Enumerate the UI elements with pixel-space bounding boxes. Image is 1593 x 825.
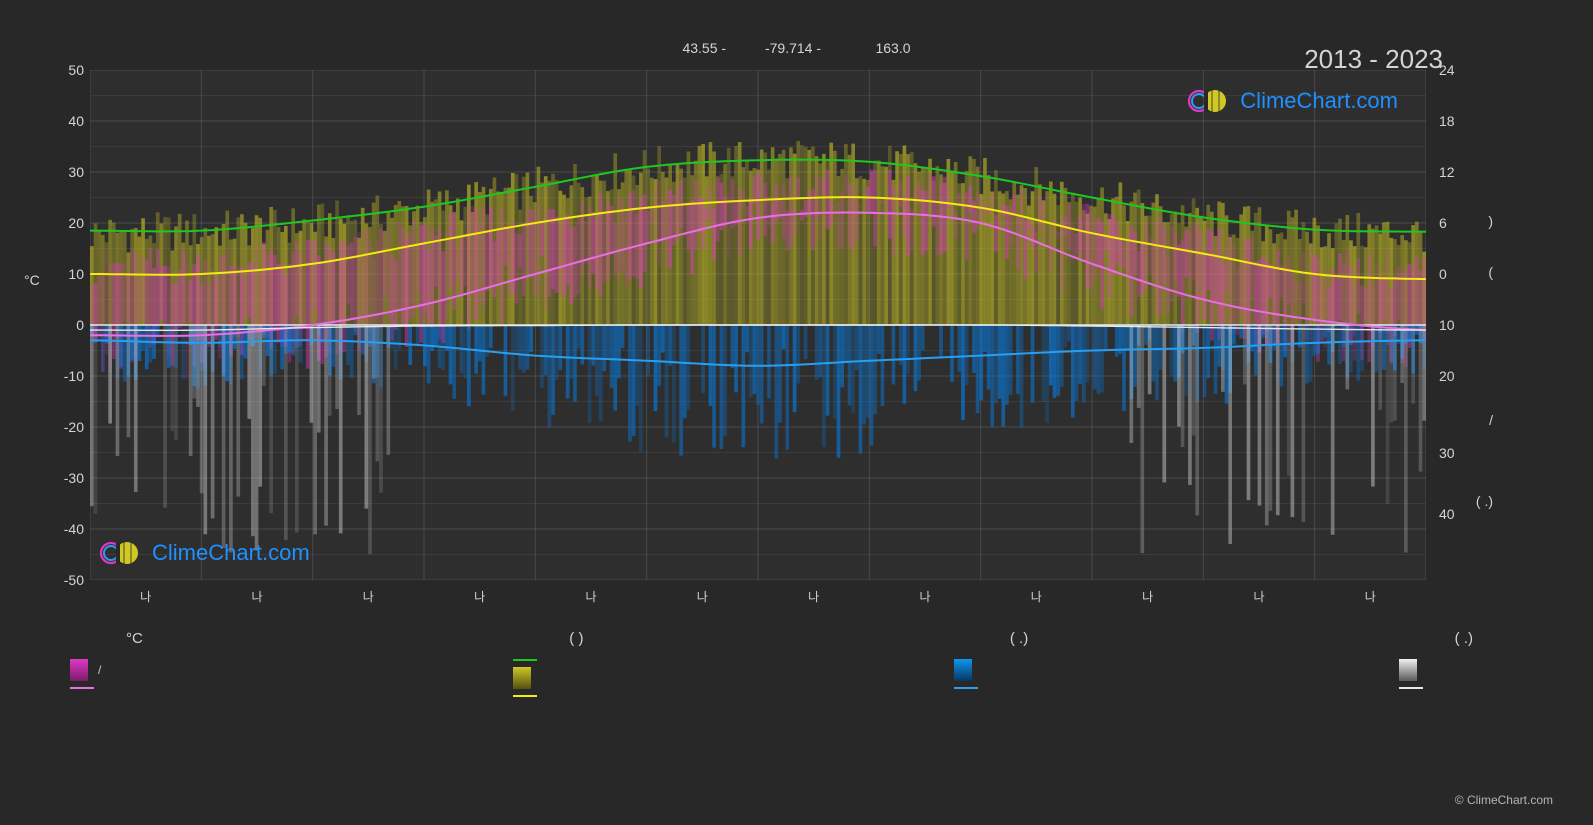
x-month-label: 나 — [697, 588, 708, 605]
legend-column: ( .) — [1399, 630, 1473, 697]
legend-item — [70, 687, 143, 689]
ytick-right: 0 — [1439, 266, 1467, 282]
ytick-left: -50 — [44, 572, 84, 588]
ytick-right: 24 — [1439, 62, 1467, 78]
legend-swatch-bar — [513, 667, 531, 689]
ytick-right: 10 — [1439, 317, 1467, 333]
x-month-label: 나 — [251, 588, 262, 605]
legend-swatch-line — [954, 687, 978, 689]
x-month-label: 나 — [919, 588, 930, 605]
legend-item — [954, 687, 1028, 689]
y-axis-left-ticks: 50403020100-10-20-30-40-50 — [44, 70, 84, 580]
ytick-right: 20 — [1439, 368, 1467, 384]
right-extra-label: / — [1489, 412, 1493, 428]
x-month-label: 나 — [1365, 588, 1376, 605]
legend-item — [513, 695, 583, 697]
legend-swatch-bar — [70, 659, 88, 681]
lon-label: -79.714 - — [765, 40, 821, 56]
legend-label: / — [98, 663, 101, 677]
legend-column: ( .) — [954, 630, 1028, 697]
x-month-label: 나 — [1031, 588, 1042, 605]
legend-title: ( ) — [513, 630, 583, 647]
right-extra-label: ( — [1488, 264, 1493, 280]
copyright: © ClimeChart.com — [1455, 793, 1553, 807]
x-month-label: 나 — [474, 588, 485, 605]
y-axis-right-ticks: 2418126010203040 — [1439, 70, 1467, 580]
legend-swatch-line — [513, 695, 537, 697]
ytick-left: 0 — [44, 317, 84, 333]
legend-swatch-line — [70, 687, 94, 689]
x-month-label: 나 — [1142, 588, 1153, 605]
ytick-right: 6 — [1439, 215, 1467, 231]
legend-item — [1399, 687, 1473, 689]
legend-item — [513, 667, 583, 689]
right-extra-label: ( .) — [1476, 493, 1493, 509]
ytick-left: 30 — [44, 164, 84, 180]
legend-item — [1399, 659, 1473, 681]
brand-logo-top: ClimeChart.com — [1188, 88, 1398, 114]
ytick-right: 18 — [1439, 113, 1467, 129]
ytick-left: -20 — [44, 419, 84, 435]
ytick-right: 30 — [1439, 445, 1467, 461]
legend-item — [513, 659, 583, 661]
ytick-left: -40 — [44, 521, 84, 537]
ytick-right: 12 — [1439, 164, 1467, 180]
ytick-left: -30 — [44, 470, 84, 486]
x-month-label: 나 — [808, 588, 819, 605]
x-month-label: 나 — [140, 588, 151, 605]
brand-name: ClimeChart.com — [1240, 88, 1398, 114]
x-month-label: 나 — [585, 588, 596, 605]
lat-label: 43.55 - — [682, 40, 726, 56]
legend-swatch-bar — [954, 659, 972, 681]
climate-chart: ClimeChart.com ClimeChart.com — [90, 70, 1426, 580]
ytick-left: 10 — [44, 266, 84, 282]
legend-item — [954, 659, 1028, 681]
ytick-left: 20 — [44, 215, 84, 231]
legend-column: °C / — [70, 630, 143, 697]
elev-label: 163.0 — [875, 40, 910, 56]
ytick-left: -10 — [44, 368, 84, 384]
brand-logo-bottom: ClimeChart.com — [100, 540, 310, 566]
ytick-right: 40 — [1439, 506, 1467, 522]
x-month-label: 나 — [1253, 588, 1264, 605]
x-axis-months: 나나나나나나나나나나나나 — [90, 588, 1426, 606]
legend-swatch-bar — [1399, 659, 1417, 681]
brand-name: ClimeChart.com — [152, 540, 310, 566]
x-month-label: 나 — [363, 588, 374, 605]
right-extra-label: ) — [1488, 213, 1493, 229]
legend-column: ( ) — [513, 630, 583, 697]
ytick-left: 50 — [44, 62, 84, 78]
legend-swatch-line — [513, 659, 537, 661]
legend-title: ( .) — [1399, 630, 1473, 647]
legend-title: °C — [70, 630, 143, 647]
ytick-left: 40 — [44, 113, 84, 129]
y-axis-left-unit: °C — [24, 272, 40, 288]
legend-swatch-line — [1399, 687, 1423, 689]
chart-svg — [90, 70, 1426, 580]
legend: °C / ( ) ( .) ( .) — [70, 630, 1473, 697]
legend-item: / — [70, 659, 143, 681]
legend-title: ( .) — [954, 630, 1028, 647]
climate-chart-page: 43.55 - -79.714 - 163.0 2013 - 2023 °C 5… — [0, 0, 1593, 825]
